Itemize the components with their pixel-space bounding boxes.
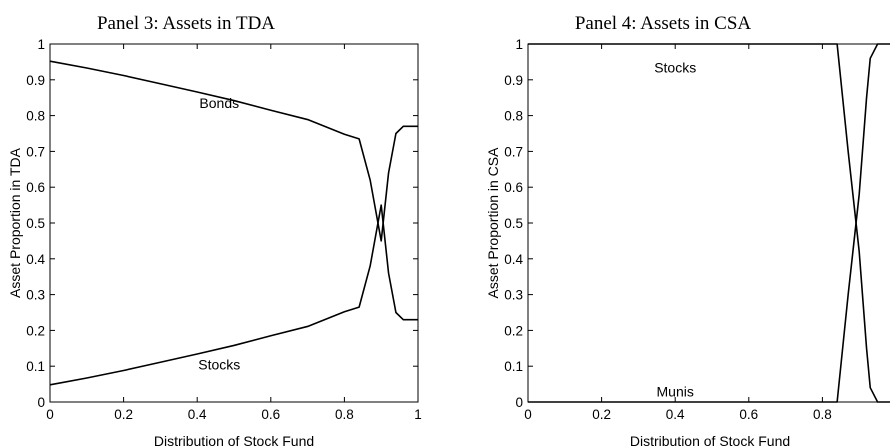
panel-3-y-tick-label: 0.4 — [26, 252, 45, 267]
panel-4-annotations: Stocks Munis — [654, 59, 696, 399]
panel-4-y-tick-label: 0.2 — [504, 323, 523, 338]
panel-3-x-tick-label: 1 — [414, 407, 422, 422]
panel-3-ticks: 0 0.1 0.2 0.3 0.4 0.5 0.6 0.7 0.8 0.9 1 0 0.2 0.4 0.6 0… — [26, 37, 422, 422]
panel-3-y-tick-label: 0.1 — [26, 359, 45, 374]
panel-3-series-stocks-line — [49, 204, 418, 386]
panel-4-annotation-munis: Munis — [657, 383, 694, 399]
panel-4-y-axis-label: Asset Proportion in CSA — [485, 147, 501, 299]
panel-3-y-tick-label: 0.7 — [26, 144, 45, 159]
panel-4-y-tick-label: 0.4 — [504, 252, 523, 267]
panel-3-y-tick-label: 0.5 — [26, 216, 45, 231]
panel-3-y-tick-label: 0.8 — [26, 109, 45, 124]
panel-3: Panel 3: Assets in TDA 00.10.20.30.40.50… — [7, 13, 422, 448]
panel-4-y-tick-label: 0.5 — [504, 216, 523, 231]
panel-3-x-tick-label: 0.6 — [261, 407, 280, 422]
panel-4-series-munis-line — [528, 43, 890, 403]
panel-4-x-axis-label: Distribution of Stock Fund — [630, 433, 790, 448]
panel-4-x-tick-label: 0.6 — [739, 407, 758, 422]
panel-3-x-tick-label: 0 — [46, 407, 54, 422]
panel-4-x-tick-label: 0.8 — [813, 407, 832, 422]
panel-4-series — [528, 43, 890, 403]
panel-4-y-tick-label: 0.6 — [504, 180, 523, 195]
panel-4: Panel 4: Assets in CSA 00.10.20.30.40.50… — [485, 13, 890, 448]
panel-3-y-axis-label: Asset Proportion in TDA — [7, 147, 23, 298]
panel-3-annotation-stocks: Stocks — [198, 356, 240, 372]
panel-3-x-tick-label: 0.2 — [114, 407, 133, 422]
panel-4-series-stocks-line — [528, 43, 890, 403]
panel-4-y-tick-label: 0 — [515, 395, 523, 410]
panel-3-y-tick-label: 0 — [37, 395, 45, 410]
panel-4-x-tick-label: 0.4 — [666, 407, 685, 422]
panel-3-annotations: Bonds Stocks — [198, 95, 240, 372]
panel-4-ticks: 0 0.1 0.2 0.3 0.4 0.5 0.6 0.7 0.8 0.9 1 0 0.2 0.4 0.6 0… — [504, 37, 832, 422]
panel-3-series — [49, 60, 418, 386]
panel-3-series-bonds-line — [49, 60, 418, 242]
panel-4-y-tick-label: 0.8 — [504, 109, 523, 124]
panel-3-x-axis-label: Distribution of Stock Fund — [154, 433, 314, 448]
panel-4-y-tick-label: 0.9 — [504, 73, 523, 88]
panel-3-y-tick-label: 0.9 — [26, 73, 45, 88]
panel-3-x-tick-label: 0.8 — [335, 407, 354, 422]
panel-4-x-tick-label: 0 — [524, 407, 532, 422]
panel-3-title: Panel 3: Assets in TDA — [97, 13, 275, 34]
panel-3-y-tick-label: 0.3 — [26, 288, 45, 303]
panel-3-y-tick-label: 0.2 — [26, 323, 45, 338]
panel-4-plot-frame — [527, 43, 890, 403]
panel-4-y-tick-label: 0.3 — [504, 288, 523, 303]
panel-4-y-tick-label: 1 — [515, 37, 523, 52]
panel-3-annotation-bonds: Bonds — [199, 95, 239, 111]
panel-4-y-tick-label: 0.1 — [504, 359, 523, 374]
panel-3-y-tick-label: 0.6 — [26, 180, 45, 195]
panel-4-title: Panel 4: Assets in CSA — [575, 13, 752, 34]
panel-3-y-tick-label: 1 — [37, 37, 45, 52]
panel-3-x-tick-label: 0.4 — [188, 407, 207, 422]
panel-4-x-tick-label: 0.2 — [592, 407, 611, 422]
panel-4-annotation-stocks: Stocks — [654, 59, 696, 75]
panel-4-y-tick-label: 0.7 — [504, 144, 523, 159]
